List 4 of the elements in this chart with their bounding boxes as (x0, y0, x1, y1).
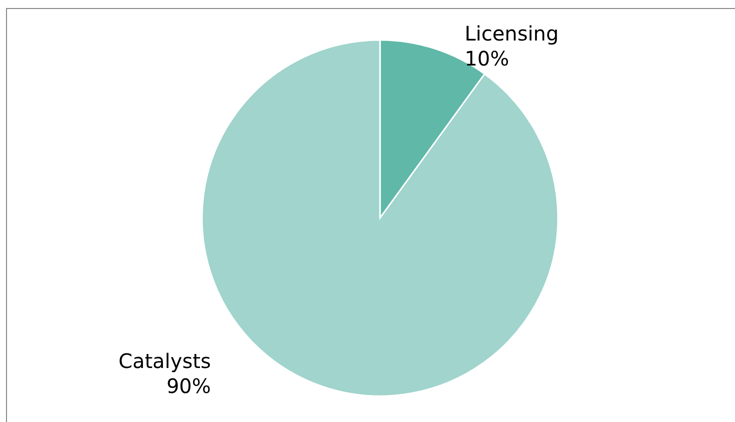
slice-label: Licensing (464, 21, 559, 46)
data-label: 90% (166, 374, 211, 398)
data-label: 10% (464, 46, 510, 70)
slice-label: Catalysts (118, 348, 211, 373)
